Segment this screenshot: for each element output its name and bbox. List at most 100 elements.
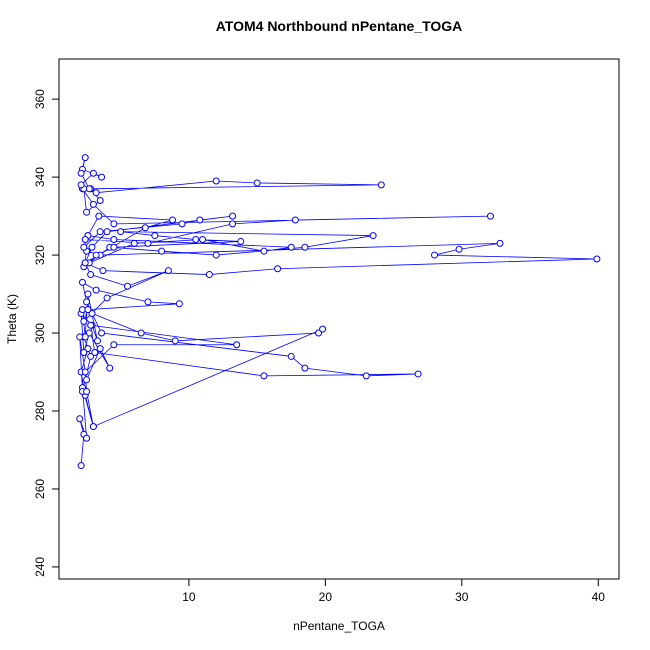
data-point xyxy=(92,189,100,197)
data-point xyxy=(486,212,494,220)
data-point xyxy=(199,235,207,243)
data-point xyxy=(164,267,172,275)
chart-title: ATOM4 Northbound nPentane_TOGA xyxy=(216,18,463,34)
data-point xyxy=(99,267,107,275)
data-point xyxy=(496,239,504,247)
data-point xyxy=(76,415,84,423)
data-point xyxy=(301,243,309,251)
data-line xyxy=(79,157,597,466)
data-point xyxy=(95,212,103,220)
data-point xyxy=(274,265,282,273)
data-point xyxy=(96,196,104,204)
data-point xyxy=(144,239,152,247)
data-point xyxy=(158,247,166,255)
data-point xyxy=(98,173,106,181)
data-point xyxy=(196,216,204,224)
data-point xyxy=(78,278,86,286)
data-point xyxy=(110,341,118,349)
data-point xyxy=(92,251,100,259)
data-point xyxy=(85,329,93,337)
data-point xyxy=(96,345,104,353)
y-axis-label: Theta (K) xyxy=(5,294,19,344)
y-tick-label: 340 xyxy=(33,167,47,187)
data-point xyxy=(117,228,125,236)
data-point xyxy=(89,423,97,431)
x-axis-label: nPentane_TOGA xyxy=(293,619,385,633)
data-point xyxy=(110,235,118,243)
x-tick-label: 10 xyxy=(182,590,196,604)
data-point xyxy=(110,220,118,228)
data-point xyxy=(83,208,91,216)
data-point xyxy=(96,228,104,236)
data-point xyxy=(178,220,186,228)
data-point xyxy=(260,247,268,255)
data-point xyxy=(89,169,97,177)
data-point xyxy=(85,185,93,193)
data-point xyxy=(260,372,268,380)
data-point xyxy=(84,306,92,314)
data-point xyxy=(369,232,377,240)
data-point xyxy=(81,235,89,243)
data-point xyxy=(84,290,92,298)
data-point xyxy=(287,352,295,360)
data-point xyxy=(414,370,422,378)
data-point xyxy=(98,329,106,337)
data-point xyxy=(237,237,245,245)
y-tick-label: 260 xyxy=(33,479,47,499)
data-point xyxy=(229,212,237,220)
y-tick-label: 280 xyxy=(33,401,47,421)
data-point xyxy=(81,259,89,267)
y-tick-label: 360 xyxy=(33,89,47,109)
data-point xyxy=(80,243,88,251)
data-point xyxy=(77,181,85,189)
data-point xyxy=(93,337,101,345)
data-point xyxy=(144,298,152,306)
data-point xyxy=(205,271,213,279)
data-point xyxy=(91,349,99,357)
data-point xyxy=(81,368,89,376)
data-point xyxy=(287,243,295,251)
y-tick-label: 240 xyxy=(33,557,47,577)
data-point xyxy=(80,317,88,325)
data-point xyxy=(77,462,85,470)
x-tick-label: 40 xyxy=(592,590,606,604)
data-point xyxy=(229,220,237,228)
data-point xyxy=(362,372,370,380)
data-point xyxy=(89,200,97,208)
y-tick-label: 300 xyxy=(33,323,47,343)
data-point xyxy=(212,251,220,259)
data-point xyxy=(88,243,96,251)
data-point xyxy=(175,300,183,308)
data-point xyxy=(77,169,85,177)
data-point xyxy=(87,352,95,360)
data-point xyxy=(301,364,309,372)
plot-frame xyxy=(58,58,620,580)
data-point xyxy=(141,224,149,232)
data-point xyxy=(593,255,601,263)
data-point xyxy=(84,345,92,353)
data-point xyxy=(315,329,323,337)
data-point xyxy=(80,349,88,357)
data-point xyxy=(87,271,95,279)
data-point xyxy=(151,232,159,240)
data-point xyxy=(110,243,118,251)
data-point xyxy=(431,251,439,259)
data-point xyxy=(130,239,138,247)
y-tick-label: 320 xyxy=(33,245,47,265)
x-tick-label: 20 xyxy=(319,590,333,604)
data-point xyxy=(106,364,114,372)
data-point xyxy=(88,310,96,318)
x-tick-label: 30 xyxy=(455,590,469,604)
data-point xyxy=(377,181,385,189)
data-point xyxy=(103,294,111,302)
data-point xyxy=(253,179,261,187)
data-point xyxy=(81,333,89,341)
data-point xyxy=(92,286,100,294)
data-point xyxy=(455,245,463,253)
data-point xyxy=(169,216,177,224)
data-point xyxy=(103,228,111,236)
data-point xyxy=(192,235,200,243)
data-point xyxy=(233,341,241,349)
data-point xyxy=(212,177,220,185)
data-point xyxy=(83,434,91,442)
